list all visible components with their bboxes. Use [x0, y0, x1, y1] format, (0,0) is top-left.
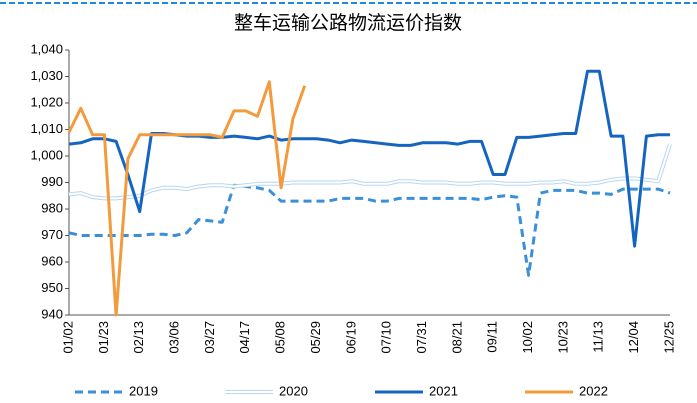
x-tick-label: 01/23 [96, 321, 111, 354]
legend-label: 2021 [429, 383, 458, 398]
y-tick-label: 970 [41, 227, 63, 242]
x-tick-label: 03/27 [202, 321, 217, 354]
legend-label: 2022 [579, 383, 608, 398]
y-tick-label: 1,000 [30, 147, 63, 162]
x-tick-label: 06/19 [343, 321, 358, 354]
x-tick-label: 11/13 [591, 321, 606, 353]
y-tick-label: 1,010 [30, 121, 63, 136]
x-tick-label: 07/10 [379, 321, 394, 354]
chart-title: 整车运输公路物流运价指数 [234, 12, 462, 34]
x-tick-label: 10/23 [555, 321, 570, 354]
y-tick-label: 1,020 [30, 94, 63, 109]
x-tick-label: 03/06 [166, 321, 181, 354]
x-tick-label: 09/11 [485, 321, 500, 353]
y-tick-label: 1,040 [30, 41, 63, 56]
y-tick-label: 1,030 [30, 68, 63, 83]
y-tick-label: 940 [41, 306, 63, 321]
x-tick-label: 10/02 [520, 321, 535, 354]
x-tick-label: 04/17 [237, 321, 252, 354]
series-line [68, 143, 671, 200]
x-tick-label: 07/31 [414, 321, 429, 354]
y-tick-label: 950 [41, 280, 63, 295]
x-tick-label: 05/29 [308, 321, 323, 354]
y-tick-label: 960 [41, 253, 63, 268]
legend-label: 2020 [279, 383, 308, 398]
series-line [68, 183, 671, 277]
legend-label: 2019 [129, 383, 158, 398]
x-tick-label: 01/02 [60, 321, 75, 354]
x-tick-label: 12/25 [661, 321, 676, 354]
x-tick-label: 02/13 [131, 321, 146, 354]
y-tick-label: 980 [41, 200, 63, 215]
y-tick-label: 990 [41, 174, 63, 189]
series-line [67, 80, 307, 317]
x-tick-label: 12/04 [626, 321, 641, 354]
series-line [68, 69, 670, 248]
x-tick-label: 05/08 [273, 321, 288, 354]
x-tick-label: 08/21 [449, 321, 464, 354]
